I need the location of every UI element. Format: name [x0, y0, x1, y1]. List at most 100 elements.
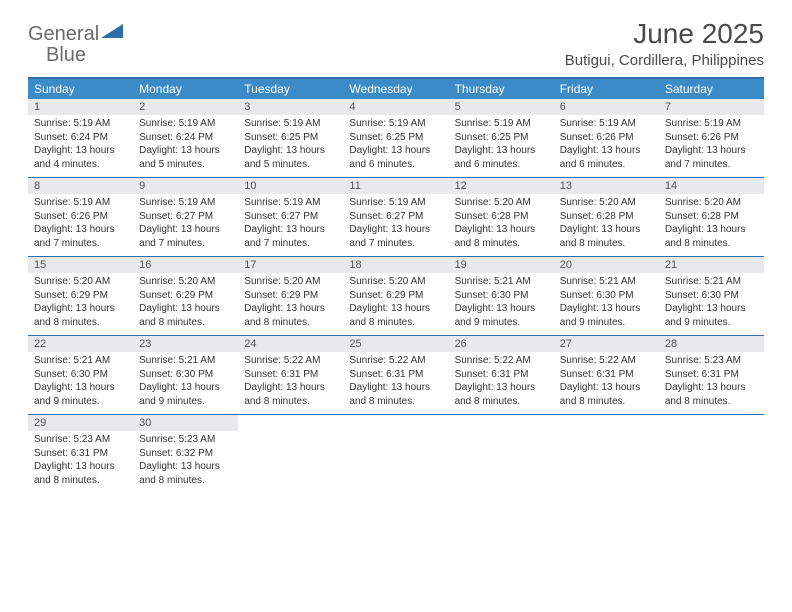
daylight-line: Daylight: 13 hours and 9 minutes.	[665, 302, 758, 329]
day-number: 15	[28, 257, 133, 273]
daylight-line: Daylight: 13 hours and 7 minutes.	[139, 223, 232, 250]
sunset-line: Sunset: 6:29 PM	[139, 289, 232, 303]
sunset-line: Sunset: 6:28 PM	[665, 210, 758, 224]
daylight-line: Daylight: 13 hours and 6 minutes.	[349, 144, 442, 171]
day-body: Sunrise: 5:22 AMSunset: 6:31 PMDaylight:…	[554, 352, 659, 408]
sunrise-line: Sunrise: 5:21 AM	[665, 275, 758, 289]
daylight-line: Daylight: 13 hours and 8 minutes.	[455, 223, 548, 250]
day-number: 29	[28, 415, 133, 431]
calendar-day: 15Sunrise: 5:20 AMSunset: 6:29 PMDayligh…	[28, 257, 133, 335]
sunrise-line: Sunrise: 5:19 AM	[455, 117, 548, 131]
sunrise-line: Sunrise: 5:23 AM	[665, 354, 758, 368]
daylight-line: Daylight: 13 hours and 8 minutes.	[560, 223, 653, 250]
sunset-line: Sunset: 6:30 PM	[455, 289, 548, 303]
sunset-line: Sunset: 6:31 PM	[560, 368, 653, 382]
sunset-line: Sunset: 6:29 PM	[349, 289, 442, 303]
day-number: 6	[554, 99, 659, 115]
day-body: Sunrise: 5:19 AMSunset: 6:27 PMDaylight:…	[343, 194, 448, 250]
day-number: 2	[133, 99, 238, 115]
sunset-line: Sunset: 6:30 PM	[139, 368, 232, 382]
daylight-line: Daylight: 13 hours and 8 minutes.	[665, 381, 758, 408]
daylight-line: Daylight: 13 hours and 6 minutes.	[455, 144, 548, 171]
day-number: 1	[28, 99, 133, 115]
day-body: Sunrise: 5:20 AMSunset: 6:29 PMDaylight:…	[28, 273, 133, 329]
day-number: 26	[449, 336, 554, 352]
sunset-line: Sunset: 6:24 PM	[34, 131, 127, 145]
sunrise-line: Sunrise: 5:19 AM	[244, 196, 337, 210]
calendar-day: 13Sunrise: 5:20 AMSunset: 6:28 PMDayligh…	[554, 178, 659, 256]
sunset-line: Sunset: 6:31 PM	[244, 368, 337, 382]
day-body: Sunrise: 5:21 AMSunset: 6:30 PMDaylight:…	[449, 273, 554, 329]
sunrise-line: Sunrise: 5:19 AM	[139, 117, 232, 131]
sunrise-line: Sunrise: 5:20 AM	[665, 196, 758, 210]
day-body: Sunrise: 5:20 AMSunset: 6:28 PMDaylight:…	[449, 194, 554, 250]
daylight-line: Daylight: 13 hours and 4 minutes.	[34, 144, 127, 171]
day-number: 13	[554, 178, 659, 194]
calendar-day: 10Sunrise: 5:19 AMSunset: 6:27 PMDayligh…	[238, 178, 343, 256]
calendar-day: 14Sunrise: 5:20 AMSunset: 6:28 PMDayligh…	[659, 178, 764, 256]
day-number: 4	[343, 99, 448, 115]
daylight-line: Daylight: 13 hours and 8 minutes.	[665, 223, 758, 250]
daylight-line: Daylight: 13 hours and 8 minutes.	[139, 460, 232, 487]
title-block: June 2025 Butigui, Cordillera, Philippin…	[565, 18, 764, 69]
day-body: Sunrise: 5:20 AMSunset: 6:29 PMDaylight:…	[133, 273, 238, 329]
day-body: Sunrise: 5:21 AMSunset: 6:30 PMDaylight:…	[554, 273, 659, 329]
sunset-line: Sunset: 6:24 PM	[139, 131, 232, 145]
sunset-line: Sunset: 6:29 PM	[244, 289, 337, 303]
sunset-line: Sunset: 6:32 PM	[139, 447, 232, 461]
sunset-line: Sunset: 6:30 PM	[560, 289, 653, 303]
calendar-week: 1Sunrise: 5:19 AMSunset: 6:24 PMDaylight…	[28, 99, 764, 178]
daylight-line: Daylight: 13 hours and 8 minutes.	[244, 381, 337, 408]
day-number: 8	[28, 178, 133, 194]
sunset-line: Sunset: 6:28 PM	[560, 210, 653, 224]
calendar-day	[449, 415, 554, 493]
day-body: Sunrise: 5:20 AMSunset: 6:28 PMDaylight:…	[659, 194, 764, 250]
logo-triangle-icon	[101, 24, 123, 43]
calendar-week: 15Sunrise: 5:20 AMSunset: 6:29 PMDayligh…	[28, 257, 764, 336]
sunrise-line: Sunrise: 5:22 AM	[244, 354, 337, 368]
sunset-line: Sunset: 6:25 PM	[244, 131, 337, 145]
day-body: Sunrise: 5:21 AMSunset: 6:30 PMDaylight:…	[133, 352, 238, 408]
day-body: Sunrise: 5:22 AMSunset: 6:31 PMDaylight:…	[449, 352, 554, 408]
day-number: 5	[449, 99, 554, 115]
calendar-day: 29Sunrise: 5:23 AMSunset: 6:31 PMDayligh…	[28, 415, 133, 493]
daylight-line: Daylight: 13 hours and 9 minutes.	[34, 381, 127, 408]
calendar-day: 23Sunrise: 5:21 AMSunset: 6:30 PMDayligh…	[133, 336, 238, 414]
sunset-line: Sunset: 6:31 PM	[34, 447, 127, 461]
day-body: Sunrise: 5:22 AMSunset: 6:31 PMDaylight:…	[343, 352, 448, 408]
day-number: 12	[449, 178, 554, 194]
sunset-line: Sunset: 6:30 PM	[34, 368, 127, 382]
day-body: Sunrise: 5:20 AMSunset: 6:28 PMDaylight:…	[554, 194, 659, 250]
calendar-day: 6Sunrise: 5:19 AMSunset: 6:26 PMDaylight…	[554, 99, 659, 177]
calendar-grid: Sunday Monday Tuesday Wednesday Thursday…	[28, 77, 764, 493]
calendar-day: 8Sunrise: 5:19 AMSunset: 6:26 PMDaylight…	[28, 178, 133, 256]
sunrise-line: Sunrise: 5:20 AM	[139, 275, 232, 289]
daylight-line: Daylight: 13 hours and 9 minutes.	[455, 302, 548, 329]
sunrise-line: Sunrise: 5:21 AM	[560, 275, 653, 289]
sunset-line: Sunset: 6:26 PM	[560, 131, 653, 145]
daylight-line: Daylight: 13 hours and 9 minutes.	[139, 381, 232, 408]
calendar-day: 1Sunrise: 5:19 AMSunset: 6:24 PMDaylight…	[28, 99, 133, 177]
day-number: 14	[659, 178, 764, 194]
sunrise-line: Sunrise: 5:21 AM	[455, 275, 548, 289]
calendar-day: 30Sunrise: 5:23 AMSunset: 6:32 PMDayligh…	[133, 415, 238, 493]
logo-word1: General	[28, 23, 99, 45]
sunset-line: Sunset: 6:31 PM	[665, 368, 758, 382]
calendar-day: 18Sunrise: 5:20 AMSunset: 6:29 PMDayligh…	[343, 257, 448, 335]
sunset-line: Sunset: 6:26 PM	[665, 131, 758, 145]
daylight-line: Daylight: 13 hours and 7 minutes.	[349, 223, 442, 250]
day-number: 17	[238, 257, 343, 273]
sunset-line: Sunset: 6:25 PM	[455, 131, 548, 145]
daylight-line: Daylight: 13 hours and 7 minutes.	[665, 144, 758, 171]
weekday-header: Wednesday	[343, 79, 448, 99]
day-body: Sunrise: 5:19 AMSunset: 6:25 PMDaylight:…	[343, 115, 448, 171]
sunrise-line: Sunrise: 5:19 AM	[665, 117, 758, 131]
day-body: Sunrise: 5:19 AMSunset: 6:24 PMDaylight:…	[133, 115, 238, 171]
sunset-line: Sunset: 6:25 PM	[349, 131, 442, 145]
header: General Blue June 2025 Butigui, Cordille…	[28, 18, 764, 69]
calendar-day: 24Sunrise: 5:22 AMSunset: 6:31 PMDayligh…	[238, 336, 343, 414]
calendar-day: 27Sunrise: 5:22 AMSunset: 6:31 PMDayligh…	[554, 336, 659, 414]
sunset-line: Sunset: 6:27 PM	[244, 210, 337, 224]
day-number: 28	[659, 336, 764, 352]
sunset-line: Sunset: 6:26 PM	[34, 210, 127, 224]
